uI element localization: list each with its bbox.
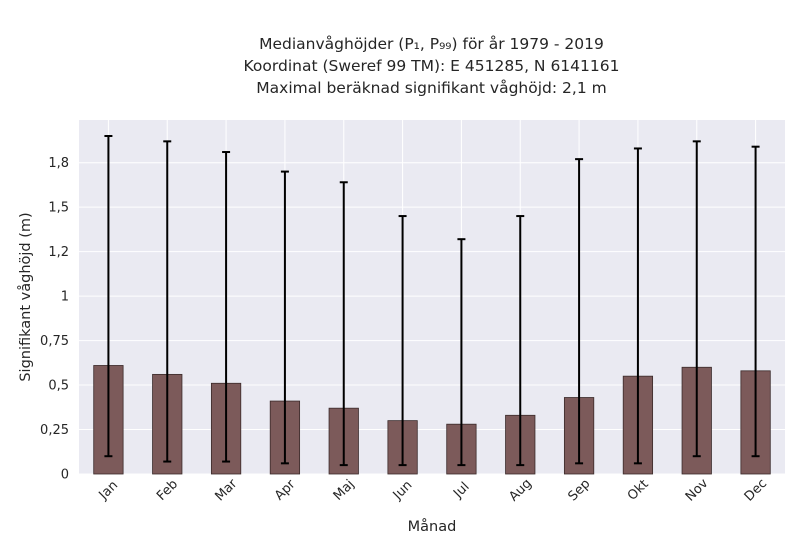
y-tick-label: 1	[61, 290, 69, 305]
x-tick-labels: Jan Feb Mar Apr Maj Jun Jul Aug Sep Okt Nov Dec	[96, 476, 770, 505]
x-tick-label: Apr	[272, 477, 299, 504]
y-tick-label: 1,5	[48, 201, 69, 216]
y-axis-label: Signifikant våghöjd (m)	[17, 212, 34, 381]
chart-title: Medianvåghöjder (P₁, P₉₉) för år 1979 - …	[80, 33, 783, 99]
y-tick-labels: 0 0,25 0,5 0,75 1 1,2 1,5 1,8	[40, 156, 69, 482]
x-tick-label: Okt	[625, 477, 652, 504]
plot-area	[79, 120, 785, 474]
x-tick-label: Dec	[742, 476, 770, 504]
y-tick-label: 0,5	[48, 379, 69, 394]
x-tick-label: Sep	[565, 476, 593, 504]
x-tick-label: Jun	[390, 478, 416, 504]
x-tick-label: Jul	[450, 480, 472, 502]
error-bars	[104, 135, 760, 467]
x-tick-label: Nov	[683, 476, 712, 505]
title-line-3: Maximal beräknad signifikant våghöjd: 2,…	[256, 79, 607, 97]
x-tick-label: Mar	[212, 476, 240, 504]
y-tick-label: 1,2	[48, 245, 69, 260]
y-tick-label: 0	[61, 468, 69, 483]
y-tick-label: 0,25	[40, 423, 69, 438]
y-tick-label: 1,8	[48, 156, 69, 171]
y-tick-label: 0,75	[40, 334, 69, 349]
x-tick-label: Maj	[331, 477, 358, 504]
title-line-2: Koordinat (Sweref 99 TM): E 451285, N 61…	[243, 57, 620, 75]
x-tick-label: Aug	[506, 476, 535, 505]
x-tick-label: Feb	[154, 477, 181, 504]
title-line-1: Medianvåghöjder (P₁, P₉₉) för år 1979 - …	[259, 35, 604, 53]
x-axis-label: Månad	[408, 518, 457, 535]
x-tick-label: Jan	[96, 478, 121, 503]
